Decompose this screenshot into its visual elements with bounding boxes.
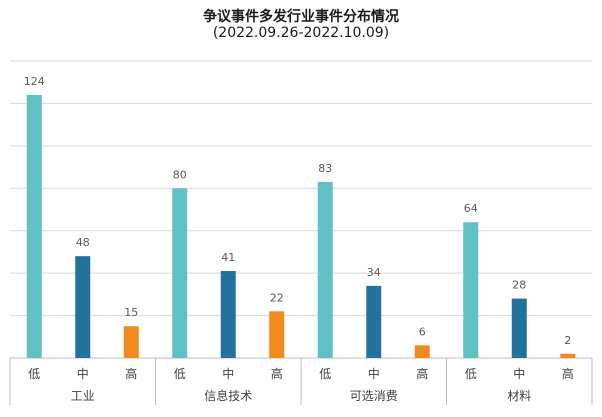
data-label: 64 xyxy=(464,202,478,215)
bar xyxy=(26,94,42,358)
x-group-label: 工业 xyxy=(71,389,95,403)
x-tick-label: 中 xyxy=(513,366,525,381)
x-tick-label: 低 xyxy=(465,367,477,381)
data-label: 28 xyxy=(512,279,526,292)
data-label: 6 xyxy=(419,325,426,338)
x-tick-label: 高 xyxy=(125,366,137,381)
x-group-label: 材料 xyxy=(507,389,531,403)
x-tick-label: 中 xyxy=(368,366,380,381)
data-label: 2 xyxy=(564,334,571,347)
bar xyxy=(463,222,479,358)
x-tick-label: 中 xyxy=(222,366,234,381)
x-tick-label: 高 xyxy=(416,366,428,381)
bar xyxy=(269,311,285,358)
data-label: 124 xyxy=(24,75,45,88)
bar xyxy=(172,188,188,358)
data-label: 48 xyxy=(76,236,90,249)
x-group-label: 信息技术 xyxy=(204,388,252,403)
bar xyxy=(220,271,236,358)
x-tick-label: 低 xyxy=(174,367,186,381)
bar xyxy=(414,345,430,358)
x-tick-label: 高 xyxy=(562,366,574,381)
bar xyxy=(560,353,576,358)
data-label: 41 xyxy=(221,251,235,264)
x-tick-label: 高 xyxy=(271,366,283,381)
data-label: 15 xyxy=(124,306,138,319)
data-label: 34 xyxy=(367,266,381,279)
data-label: 83 xyxy=(318,162,332,175)
data-label: 80 xyxy=(173,168,187,181)
bar xyxy=(123,326,139,358)
x-tick-label: 低 xyxy=(319,367,331,381)
x-group-label: 可选消费 xyxy=(350,389,398,403)
bar xyxy=(75,256,91,358)
chart-title: 争议事件多发行业事件分布情况 xyxy=(203,9,399,25)
bar xyxy=(366,285,382,358)
chart-subtitle: (2022.09.26-2022.10.09) xyxy=(212,25,390,41)
x-tick-label: 低 xyxy=(28,367,40,381)
bar xyxy=(317,181,333,358)
data-label: 22 xyxy=(270,291,284,304)
x-tick-label: 中 xyxy=(77,366,89,381)
bar xyxy=(511,298,527,358)
